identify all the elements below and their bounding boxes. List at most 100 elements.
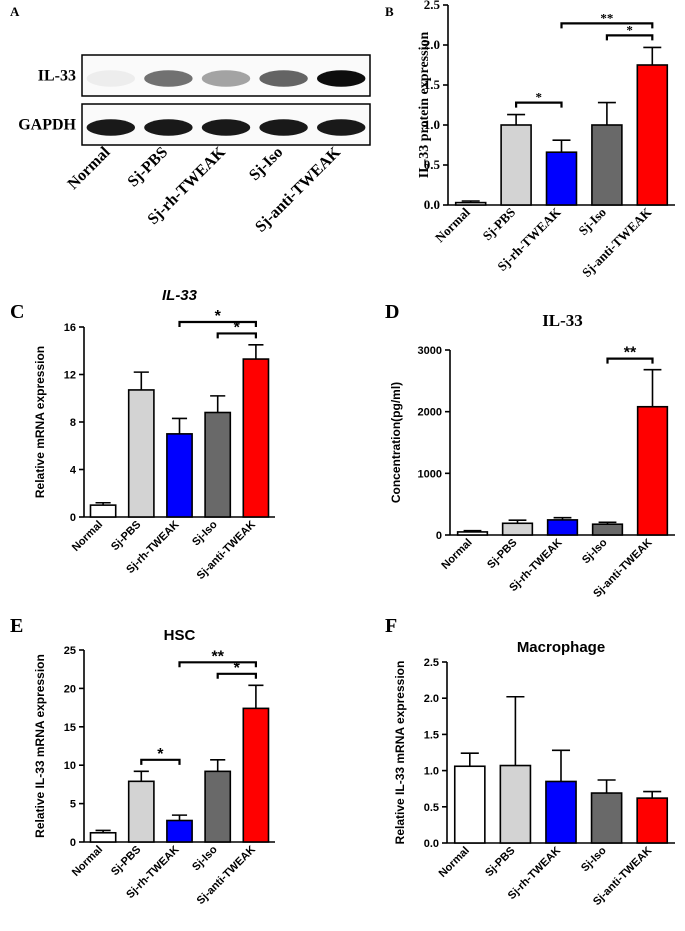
bar bbox=[545, 780, 577, 844]
blot-band bbox=[317, 70, 366, 87]
error-bar bbox=[598, 521, 617, 525]
significance-bracket bbox=[605, 34, 654, 41]
row-label: IL-33 bbox=[38, 68, 76, 85]
chart-title: IL-33 bbox=[162, 287, 198, 304]
significance-label: * bbox=[234, 660, 241, 677]
panel-letter: D bbox=[385, 301, 399, 323]
bar bbox=[242, 707, 270, 843]
chart-title: HSC bbox=[164, 627, 196, 644]
significance-label: ** bbox=[211, 648, 224, 665]
error-bar bbox=[248, 684, 264, 709]
y-tick-label: 2.0 bbox=[424, 693, 439, 705]
bar bbox=[204, 411, 232, 518]
y-tick-label: 4 bbox=[70, 465, 77, 477]
bar bbox=[591, 124, 623, 206]
error-bar bbox=[461, 200, 480, 203]
bar bbox=[456, 531, 489, 536]
y-tick-label: 0.5 bbox=[424, 802, 439, 814]
error-bar bbox=[506, 695, 525, 766]
y-tick-label: 3000 bbox=[418, 345, 442, 357]
panel-letter: E bbox=[10, 615, 23, 637]
y-tick-label: 5 bbox=[70, 799, 76, 811]
y-tick-label: 10 bbox=[64, 760, 76, 772]
x-tick-label: Normal bbox=[65, 143, 114, 192]
y-tick-label: 2.5 bbox=[424, 657, 439, 669]
bar bbox=[453, 765, 486, 844]
significance-label: * bbox=[215, 308, 222, 325]
panel: B 0.0 0.5 1.0 1.5 2.0 2.5 IL-33 protein express… bbox=[385, 0, 675, 280]
error-bar bbox=[553, 516, 572, 520]
bar bbox=[591, 523, 624, 536]
bar bbox=[89, 831, 117, 843]
x-tick-label: Sj-PBS bbox=[109, 844, 143, 878]
y-axis-label: Relative mRNA expression bbox=[33, 346, 47, 498]
error-bar bbox=[210, 759, 226, 772]
x-tick-label: Sj-PBS bbox=[480, 205, 519, 244]
error-bar bbox=[552, 139, 571, 153]
x-tick-label: Sj-Iso bbox=[579, 844, 609, 874]
y-tick-label: 2.0 bbox=[424, 37, 440, 52]
significance-bracket bbox=[606, 357, 654, 364]
blot-band bbox=[201, 119, 251, 136]
y-axis-label: Concentration(pg/ml) bbox=[389, 382, 403, 503]
panel: F 0.0 0.5 1.0 1.5 2.0 2.5 Relative IL-33 mRNA e… bbox=[385, 615, 675, 908]
blot-band bbox=[259, 70, 308, 87]
y-tick-label: 1000 bbox=[418, 468, 442, 480]
x-tick-label: Sj-Iso bbox=[190, 518, 220, 548]
x-tick-label: Sj-Iso bbox=[575, 205, 609, 239]
significance-label: * bbox=[536, 90, 543, 105]
panel-letter: A bbox=[10, 4, 20, 19]
y-tick-label: 0.0 bbox=[424, 838, 439, 850]
y-tick-label: 2.5 bbox=[424, 0, 441, 12]
x-tick-label: Sj-Iso bbox=[190, 843, 220, 873]
bar bbox=[127, 780, 155, 843]
y-axis-label: IL-33 protein expression bbox=[417, 32, 432, 179]
error-bar bbox=[95, 501, 111, 506]
significance-label: * bbox=[234, 319, 241, 336]
bar bbox=[636, 405, 669, 536]
x-tick-label: Sj-PBS bbox=[125, 144, 172, 191]
chart-title: IL-33 bbox=[542, 311, 583, 330]
significance-bracket bbox=[178, 661, 257, 668]
bar bbox=[590, 792, 623, 844]
error-bar bbox=[643, 790, 662, 799]
error-bar bbox=[460, 752, 479, 767]
panel: D 0 1000 2000 3000 Concentration(pg/ml) IL-33 N… bbox=[385, 301, 675, 600]
error-bar bbox=[171, 417, 188, 434]
bar bbox=[501, 522, 534, 536]
blot-band bbox=[86, 119, 135, 136]
bar bbox=[636, 64, 669, 206]
error-bar bbox=[248, 344, 264, 360]
x-tick-label: Sj-Iso bbox=[580, 536, 610, 566]
y-tick-label: 2000 bbox=[418, 407, 442, 419]
y-tick-label: 15 bbox=[64, 722, 76, 734]
blot-band bbox=[86, 70, 135, 87]
error-bar bbox=[463, 529, 482, 532]
x-tick-label: Sj-Iso bbox=[246, 144, 286, 184]
bar bbox=[454, 201, 487, 206]
bar bbox=[204, 770, 232, 843]
error-bar bbox=[597, 101, 616, 125]
y-tick-label: 0 bbox=[70, 837, 76, 849]
blot-band bbox=[259, 119, 308, 136]
error-bar bbox=[597, 779, 616, 794]
bar bbox=[89, 504, 117, 518]
error-bar bbox=[551, 749, 571, 782]
significance-bracket bbox=[515, 101, 563, 108]
error-bar bbox=[507, 113, 526, 125]
bar bbox=[499, 764, 532, 844]
error-bar bbox=[643, 46, 662, 65]
panel-letter: C bbox=[10, 301, 24, 323]
bar bbox=[500, 124, 532, 206]
significance-bracket bbox=[140, 758, 181, 765]
error-bar bbox=[95, 829, 111, 833]
significance-bracket bbox=[178, 320, 257, 328]
y-tick-label: 25 bbox=[64, 645, 76, 657]
error-bar bbox=[133, 371, 149, 390]
significance-bracket bbox=[560, 22, 654, 29]
blot-band bbox=[317, 119, 366, 136]
panel: E 0 5 10 15 20 25 Relative IL-33 mRNA expressio… bbox=[10, 615, 275, 907]
